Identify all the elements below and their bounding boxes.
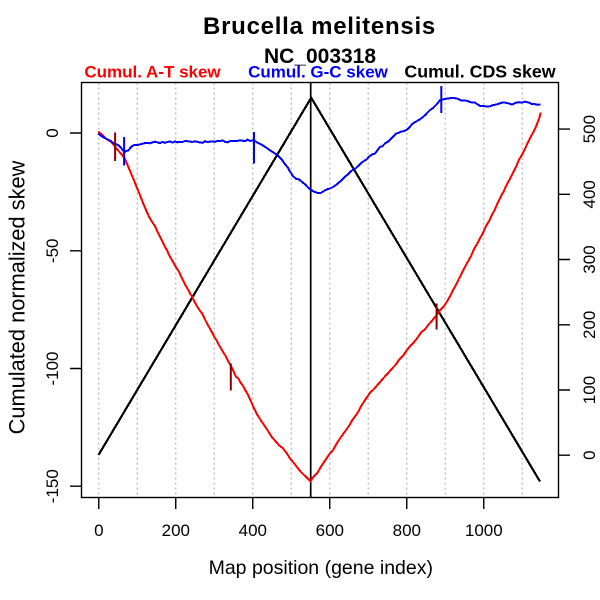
svg-text:Cumul. CDS skew: Cumul. CDS skew — [404, 62, 555, 82]
svg-text:500: 500 — [580, 115, 599, 143]
svg-text:1000: 1000 — [465, 521, 503, 540]
svg-text:0: 0 — [43, 128, 62, 137]
svg-text:800: 800 — [393, 521, 421, 540]
svg-text:Cumulated normalized skew: Cumulated normalized skew — [4, 160, 29, 434]
svg-text:Cumul. A-T skew: Cumul. A-T skew — [84, 63, 221, 82]
svg-text:200: 200 — [162, 521, 190, 540]
svg-text:0: 0 — [94, 521, 103, 540]
svg-text:200: 200 — [580, 311, 599, 339]
svg-text:Map position (gene index): Map position (gene index) — [209, 557, 433, 579]
svg-text:300: 300 — [580, 245, 599, 273]
svg-text:100: 100 — [580, 376, 599, 404]
svg-text:-50: -50 — [43, 239, 62, 264]
svg-text:400: 400 — [580, 180, 599, 208]
svg-text:-150: -150 — [43, 469, 62, 503]
svg-text:NC_003318: NC_003318 — [264, 45, 376, 68]
svg-text:Brucella melitensis: Brucella melitensis — [203, 13, 436, 40]
svg-text:-100: -100 — [43, 351, 62, 385]
svg-text:0: 0 — [580, 450, 599, 459]
svg-text:400: 400 — [239, 521, 267, 540]
svg-text:Cumul. G-C skew: Cumul. G-C skew — [248, 63, 389, 82]
svg-text:600: 600 — [316, 521, 344, 540]
